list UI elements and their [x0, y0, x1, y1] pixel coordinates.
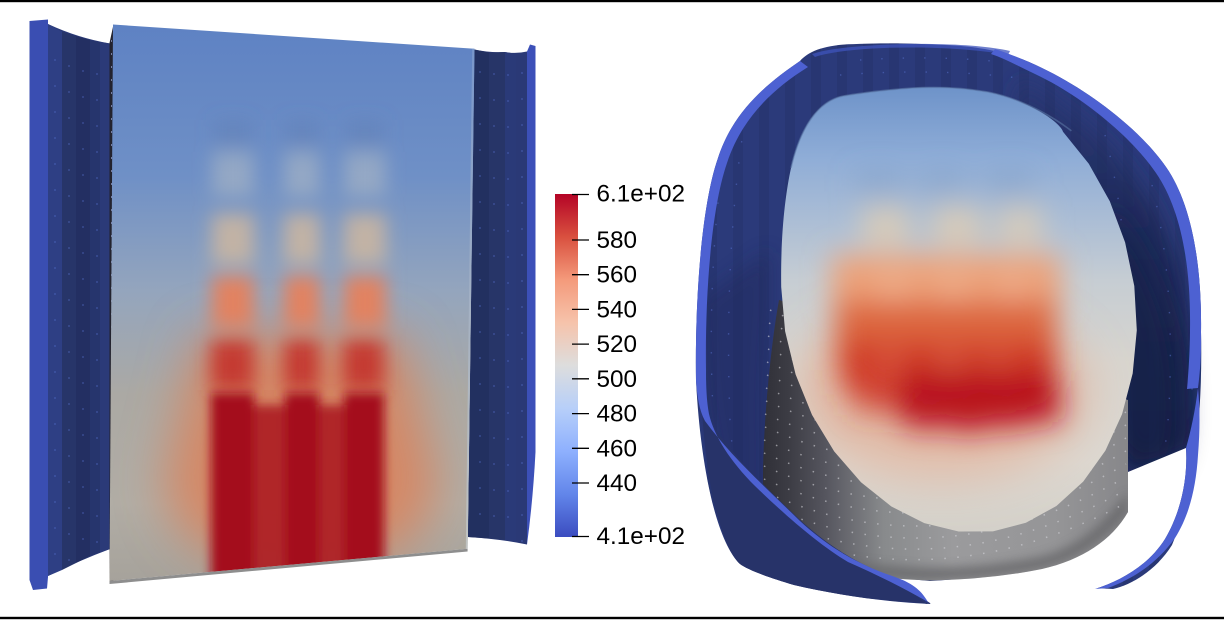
svg-text:520: 520 [597, 331, 638, 358]
svg-text:460: 460 [597, 435, 638, 462]
svg-text:540: 540 [597, 296, 638, 323]
svg-text:580: 580 [597, 227, 638, 254]
svg-text:4.1e+02: 4.1e+02 [597, 523, 686, 550]
svg-text:480: 480 [597, 401, 638, 428]
svg-text:500: 500 [597, 366, 638, 393]
svg-text:6.1e+02: 6.1e+02 [597, 181, 686, 208]
svg-text:560: 560 [597, 262, 638, 289]
svg-text:440: 440 [597, 470, 638, 497]
